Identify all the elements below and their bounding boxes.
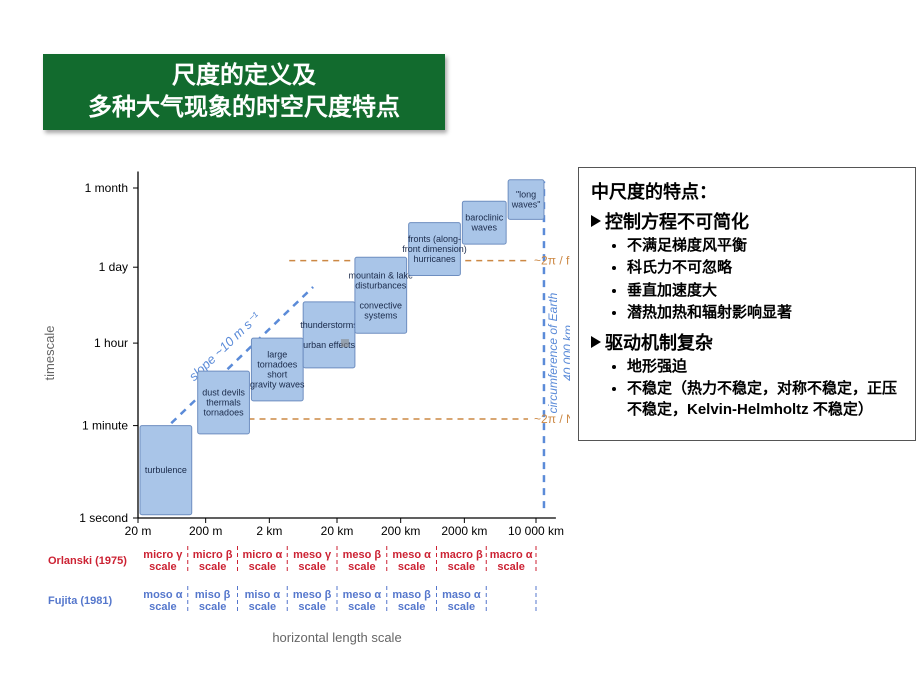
panel-sublist: 地形强迫不稳定（热力不稳定，对称不稳定，正压不稳定，Kelvin-Helmhol… bbox=[627, 357, 903, 420]
panel-item: 驱动机制复杂 bbox=[591, 329, 903, 355]
svg-text:meso α: meso α bbox=[343, 589, 382, 601]
triangle-icon bbox=[591, 215, 601, 227]
svg-text:fronts (along-: fronts (along- bbox=[408, 234, 461, 244]
slide-title: 尺度的定义及 多种大气现象的时空尺度特点 bbox=[43, 54, 445, 130]
panel-heading: 中尺度的特点： bbox=[591, 178, 903, 204]
panel-subitem: 垂直加速度大 bbox=[627, 281, 903, 301]
svg-text:20 m: 20 m bbox=[125, 524, 152, 538]
svg-text:systems: systems bbox=[364, 310, 398, 320]
svg-text:baroclinic: baroclinic bbox=[465, 213, 504, 223]
svg-text:~2π / N: ~2π / N bbox=[534, 412, 570, 426]
svg-text:Orlanski (1975): Orlanski (1975) bbox=[48, 555, 127, 567]
svg-text:scale: scale bbox=[448, 601, 476, 613]
svg-text:maso β: maso β bbox=[392, 589, 431, 601]
svg-text:maso α: maso α bbox=[442, 589, 481, 601]
svg-text:micro γ: micro γ bbox=[143, 549, 183, 561]
svg-text:large: large bbox=[267, 350, 287, 360]
svg-text:scale: scale bbox=[298, 601, 326, 613]
svg-text:waves": waves" bbox=[511, 200, 541, 210]
svg-text:scale: scale bbox=[398, 561, 426, 573]
svg-text:macro α: macro α bbox=[490, 549, 533, 561]
svg-text:convective: convective bbox=[360, 300, 403, 310]
svg-text:1 second: 1 second bbox=[79, 511, 128, 525]
svg-text:tornadoes: tornadoes bbox=[204, 408, 245, 418]
svg-text:timescale: timescale bbox=[42, 326, 57, 381]
svg-text:micro α: micro α bbox=[242, 549, 282, 561]
svg-text:waves: waves bbox=[471, 223, 498, 233]
panel-item: 控制方程不可简化 bbox=[591, 208, 903, 234]
svg-text:front dimension): front dimension) bbox=[402, 244, 467, 254]
svg-text:1 minute: 1 minute bbox=[82, 419, 128, 433]
svg-text:scale: scale bbox=[398, 601, 426, 613]
title-line2: 多种大气现象的时空尺度特点 bbox=[43, 92, 445, 124]
svg-text:macro β: macro β bbox=[440, 549, 483, 561]
title-line1: 尺度的定义及 bbox=[43, 60, 445, 92]
svg-text:turbulence: turbulence bbox=[145, 465, 187, 475]
svg-text:horizontal length scale: horizontal length scale bbox=[272, 630, 401, 645]
svg-text:2 km: 2 km bbox=[256, 524, 282, 538]
panel-subitem: 科氏力不可忽略 bbox=[627, 258, 903, 278]
svg-text:circumference of Earth: circumference of Earth bbox=[546, 292, 560, 413]
svg-text:gravity waves: gravity waves bbox=[250, 380, 305, 390]
svg-text:scale: scale bbox=[249, 561, 277, 573]
svg-text:1 day: 1 day bbox=[99, 260, 128, 274]
svg-text:thermals: thermals bbox=[206, 398, 241, 408]
svg-text:scale: scale bbox=[348, 601, 376, 613]
svg-text:~2π / f: ~2π / f bbox=[534, 254, 570, 268]
svg-text:20 km: 20 km bbox=[321, 524, 354, 538]
svg-text:scale: scale bbox=[448, 561, 476, 573]
svg-text:"long: "long bbox=[516, 190, 536, 200]
svg-text:meso β: meso β bbox=[293, 589, 332, 601]
svg-text:1 month: 1 month bbox=[85, 181, 128, 195]
svg-text:scale: scale bbox=[199, 561, 227, 573]
svg-text:200 m: 200 m bbox=[189, 524, 222, 538]
panel-subitem: 不稳定（热力不稳定，对称不稳定，正压不稳定，Kelvin-Helmholtz 不… bbox=[627, 379, 903, 420]
mesoscale-panel: 中尺度的特点： 控制方程不可简化不满足梯度风平衡科氏力不可忽略垂直加速度大潜热加… bbox=[578, 167, 916, 441]
svg-text:mountain & lake: mountain & lake bbox=[349, 270, 414, 280]
svg-text:hurricanes: hurricanes bbox=[413, 254, 456, 264]
svg-text:2000 km: 2000 km bbox=[441, 524, 487, 538]
svg-text:meso γ: meso γ bbox=[293, 549, 332, 561]
svg-text:scale: scale bbox=[497, 561, 525, 573]
panel-subitem: 地形强迫 bbox=[627, 357, 903, 377]
svg-text:scale: scale bbox=[149, 561, 177, 573]
svg-text:disturbances: disturbances bbox=[355, 280, 407, 290]
panel-sublist: 不满足梯度风平衡科氏力不可忽略垂直加速度大潜热加热和辐射影响显著 bbox=[627, 236, 903, 323]
panel-subitem: 不满足梯度风平衡 bbox=[627, 236, 903, 256]
svg-text:dust devils: dust devils bbox=[202, 388, 245, 398]
svg-text:200 km: 200 km bbox=[381, 524, 420, 538]
panel-subitem: 潜热加热和辐射影响显著 bbox=[627, 303, 903, 323]
svg-text:miso α: miso α bbox=[245, 589, 281, 601]
svg-text:scale: scale bbox=[199, 601, 227, 613]
triangle-icon bbox=[591, 336, 601, 348]
svg-text:moso α: moso α bbox=[143, 589, 182, 601]
svg-text:Fujita (1981): Fujita (1981) bbox=[48, 595, 113, 607]
scale-chart: 1 second 1 minute 1 hour 1 day 1 month timesc… bbox=[40, 160, 570, 650]
svg-text:miso β: miso β bbox=[195, 589, 231, 601]
svg-text:tornadoes: tornadoes bbox=[257, 360, 298, 370]
svg-text:meso α: meso α bbox=[392, 549, 431, 561]
svg-text:10 000 km: 10 000 km bbox=[508, 524, 564, 538]
svg-text:meso β: meso β bbox=[343, 549, 382, 561]
svg-text:scale: scale bbox=[298, 561, 326, 573]
panel-body: 控制方程不可简化不满足梯度风平衡科氏力不可忽略垂直加速度大潜热加热和辐射影响显著… bbox=[591, 208, 903, 420]
svg-text:scale: scale bbox=[149, 601, 177, 613]
svg-text:1 hour: 1 hour bbox=[94, 336, 128, 350]
svg-text:scale: scale bbox=[348, 561, 376, 573]
svg-text:short: short bbox=[267, 370, 288, 380]
svg-text:40 000 km: 40 000 km bbox=[561, 325, 570, 381]
svg-text:scale: scale bbox=[249, 601, 277, 613]
svg-text:micro β: micro β bbox=[193, 549, 233, 561]
svg-text:thunderstorms: thunderstorms bbox=[300, 320, 358, 330]
